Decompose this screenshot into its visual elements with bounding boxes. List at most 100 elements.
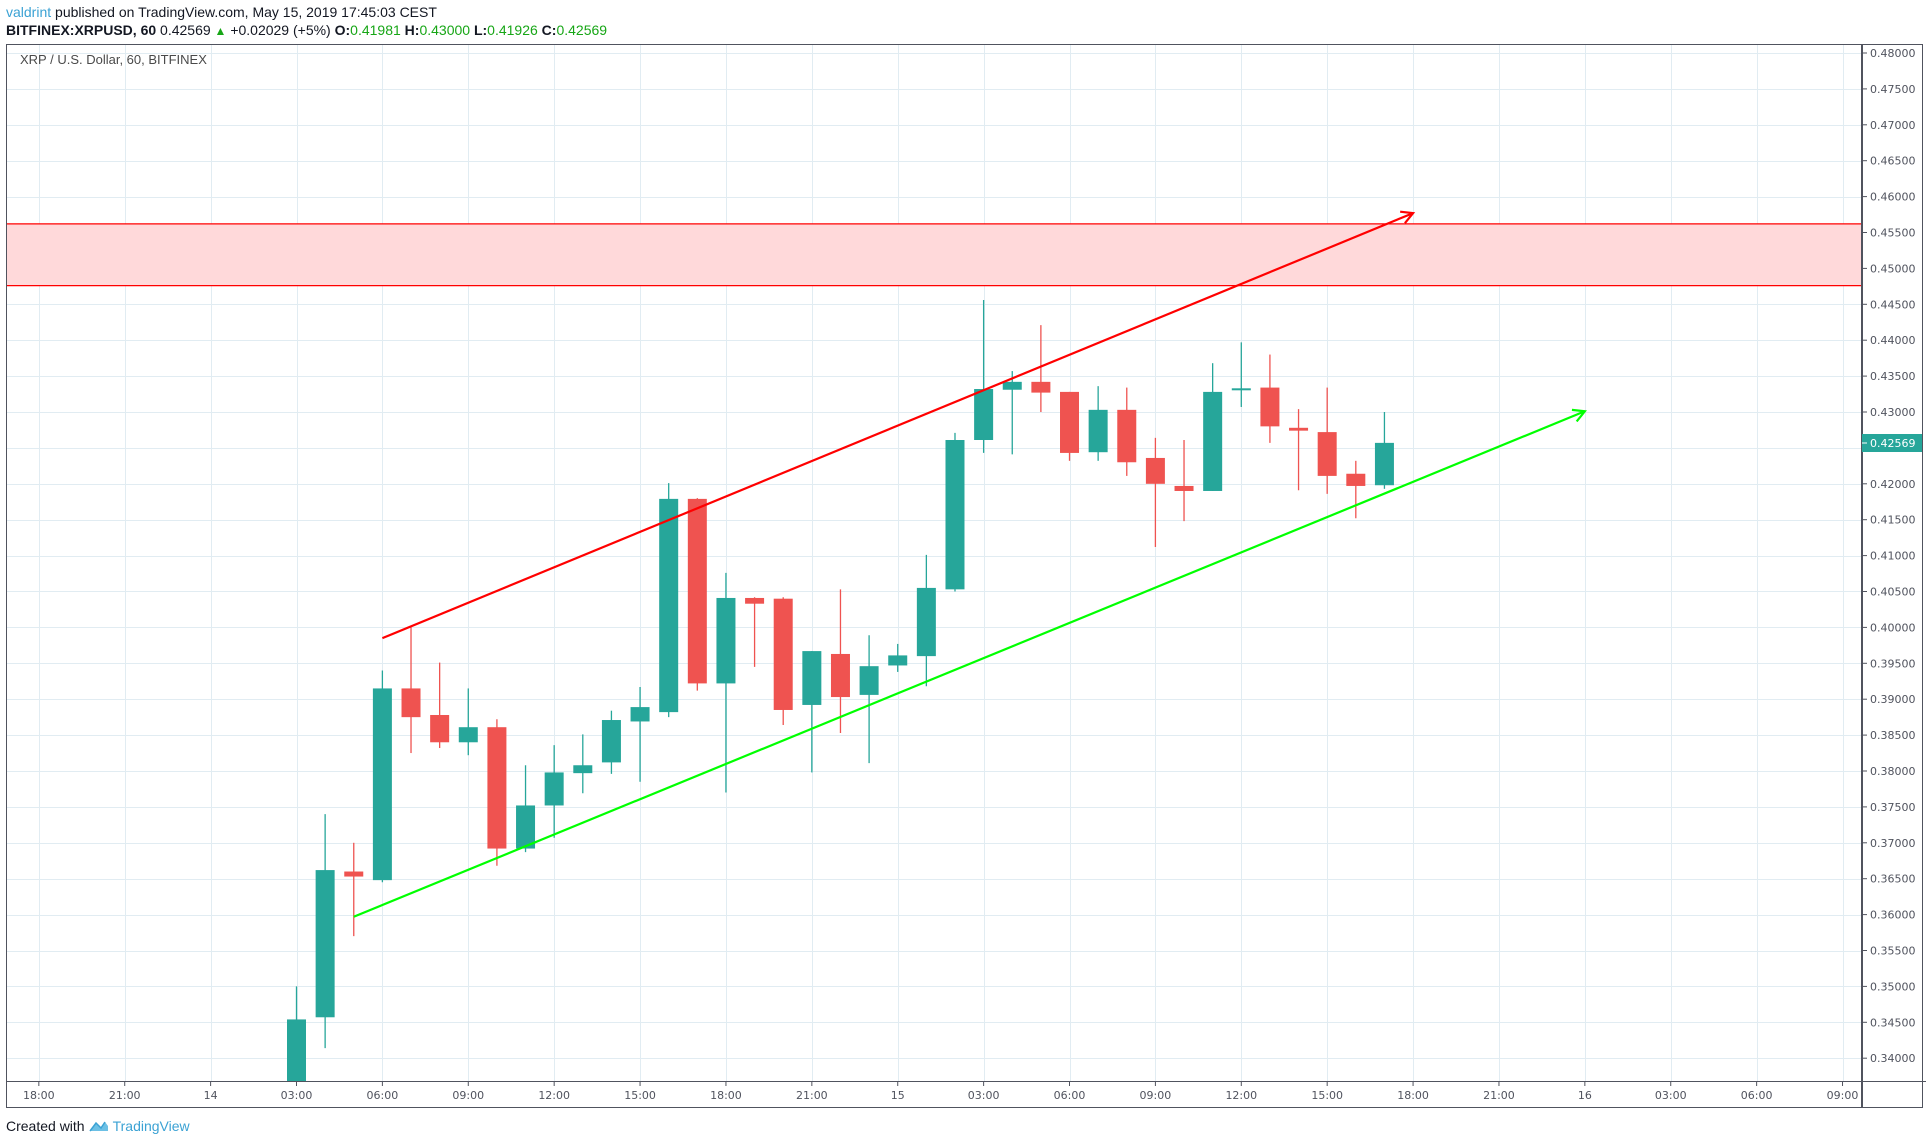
candle[interactable] bbox=[1231, 342, 1251, 407]
svg-text:18:00: 18:00 bbox=[23, 1089, 55, 1102]
candle[interactable] bbox=[1203, 363, 1223, 491]
svg-text:12:00: 12:00 bbox=[1225, 1089, 1257, 1102]
svg-text:0.35000: 0.35000 bbox=[1870, 980, 1916, 993]
svg-text:0.36000: 0.36000 bbox=[1870, 909, 1916, 922]
svg-text:06:00: 06:00 bbox=[1054, 1089, 1086, 1102]
svg-text:0.44000: 0.44000 bbox=[1870, 334, 1916, 347]
resistance-zone[interactable] bbox=[7, 223, 1862, 287]
svg-text:06:00: 06:00 bbox=[1741, 1089, 1773, 1102]
candle[interactable] bbox=[1060, 391, 1080, 461]
candle[interactable] bbox=[687, 498, 707, 691]
candle[interactable] bbox=[458, 688, 478, 756]
publish-info: valdrint published on TradingView.com, M… bbox=[6, 4, 437, 20]
tradingview-cloud-icon bbox=[88, 1121, 108, 1132]
svg-text:03:00: 03:00 bbox=[281, 1089, 313, 1102]
published-text: published on TradingView.com, May 15, 20… bbox=[55, 4, 437, 20]
candle[interactable] bbox=[945, 432, 965, 592]
svg-text:0.46000: 0.46000 bbox=[1870, 191, 1916, 204]
upper-channel-arrow[interactable] bbox=[381, 210, 1416, 640]
svg-text:0.43000: 0.43000 bbox=[1870, 406, 1916, 419]
candle[interactable] bbox=[630, 686, 650, 782]
candle[interactable] bbox=[287, 986, 306, 1130]
candle[interactable] bbox=[601, 710, 621, 774]
candle[interactable] bbox=[659, 483, 679, 718]
open-label: O: bbox=[334, 22, 351, 38]
close-value: 0.42569 bbox=[556, 22, 608, 38]
low-value: 0.41926 bbox=[487, 22, 538, 38]
candle[interactable] bbox=[1260, 354, 1280, 443]
svg-text:0.41500: 0.41500 bbox=[1870, 514, 1916, 527]
svg-text:15:00: 15:00 bbox=[624, 1089, 656, 1102]
candle[interactable] bbox=[487, 719, 507, 866]
candle[interactable] bbox=[1145, 437, 1165, 547]
last-price: 0.42569 bbox=[160, 22, 211, 38]
svg-text:0.36500: 0.36500 bbox=[1870, 873, 1916, 886]
candle[interactable] bbox=[745, 597, 765, 667]
svg-text:0.34500: 0.34500 bbox=[1870, 1016, 1916, 1029]
candle[interactable] bbox=[859, 635, 879, 764]
svg-text:0.37000: 0.37000 bbox=[1870, 837, 1916, 850]
up-arrow-icon: ▲ bbox=[214, 24, 227, 38]
svg-text:0.39500: 0.39500 bbox=[1870, 657, 1916, 670]
svg-text:0.42000: 0.42000 bbox=[1870, 478, 1916, 491]
candle[interactable] bbox=[1346, 460, 1366, 519]
candle[interactable] bbox=[1174, 440, 1194, 522]
open-value: 0.41981 bbox=[350, 22, 401, 38]
candle[interactable] bbox=[1031, 325, 1051, 412]
svg-text:18:00: 18:00 bbox=[710, 1089, 742, 1102]
tradingview-link[interactable]: TradingView bbox=[112, 1118, 190, 1134]
svg-text:0.40500: 0.40500 bbox=[1870, 586, 1916, 599]
svg-text:0.37500: 0.37500 bbox=[1870, 801, 1916, 814]
candle[interactable] bbox=[716, 572, 736, 793]
price-change: +0.02029 (+5%) bbox=[230, 22, 331, 38]
candle[interactable] bbox=[344, 842, 364, 937]
candle[interactable] bbox=[430, 662, 450, 749]
svg-text:09:00: 09:00 bbox=[452, 1089, 484, 1102]
candle[interactable] bbox=[1117, 387, 1137, 476]
candle[interactable] bbox=[372, 670, 392, 883]
svg-text:0.45000: 0.45000 bbox=[1870, 262, 1916, 275]
lower-channel-arrow[interactable] bbox=[353, 408, 1587, 918]
svg-text:18:00: 18:00 bbox=[1397, 1089, 1429, 1102]
candle[interactable] bbox=[1289, 409, 1309, 491]
svg-text:0.46500: 0.46500 bbox=[1870, 155, 1916, 168]
candle[interactable] bbox=[916, 554, 936, 687]
svg-text:06:00: 06:00 bbox=[367, 1089, 399, 1102]
candle[interactable] bbox=[974, 299, 994, 453]
candle[interactable] bbox=[573, 734, 593, 794]
candle[interactable] bbox=[773, 597, 793, 726]
candle[interactable] bbox=[830, 589, 850, 733]
svg-text:21:00: 21:00 bbox=[109, 1089, 141, 1102]
candle[interactable] bbox=[1374, 412, 1394, 489]
candle[interactable] bbox=[401, 627, 421, 754]
candle[interactable] bbox=[802, 651, 822, 773]
candle[interactable] bbox=[1317, 387, 1337, 494]
close-label: C: bbox=[541, 22, 557, 38]
svg-text:0.39000: 0.39000 bbox=[1870, 693, 1916, 706]
svg-text:0.35500: 0.35500 bbox=[1870, 945, 1916, 958]
svg-text:0.43500: 0.43500 bbox=[1870, 370, 1916, 383]
price-axis-labels: 0.48000 0.47500 0.47000 0.46500 0.46000 0.455… bbox=[1862, 47, 1916, 1065]
high-value: 0.43000 bbox=[419, 22, 471, 38]
svg-text:0.42569: 0.42569 bbox=[1870, 437, 1916, 450]
chart-border bbox=[6, 44, 1862, 1108]
symbol-info-bar: BITFINEX:XRPUSD, 60 0.42569 ▲ +0.02029 (… bbox=[6, 22, 607, 38]
svg-text:21:00: 21:00 bbox=[1483, 1089, 1515, 1102]
candle[interactable] bbox=[1088, 386, 1108, 461]
candle[interactable] bbox=[544, 745, 564, 838]
candle[interactable] bbox=[516, 765, 536, 853]
author-link[interactable]: valdrint bbox=[6, 4, 52, 20]
svg-text:21:00: 21:00 bbox=[796, 1089, 828, 1102]
svg-text:0.38000: 0.38000 bbox=[1870, 765, 1916, 778]
candle[interactable] bbox=[1002, 371, 1022, 455]
svg-text:0.44500: 0.44500 bbox=[1870, 298, 1916, 311]
svg-text:03:00: 03:00 bbox=[1655, 1089, 1687, 1102]
trend-arrows[interactable] bbox=[353, 210, 1587, 918]
footer: Created with TradingView bbox=[6, 1118, 190, 1134]
candle[interactable] bbox=[315, 814, 335, 1049]
candle[interactable] bbox=[888, 643, 908, 672]
price-axis[interactable] bbox=[1862, 44, 1923, 1108]
svg-text:09:00: 09:00 bbox=[1140, 1089, 1172, 1102]
symbol-label: BITFINEX:XRPUSD, 60 bbox=[6, 22, 157, 38]
